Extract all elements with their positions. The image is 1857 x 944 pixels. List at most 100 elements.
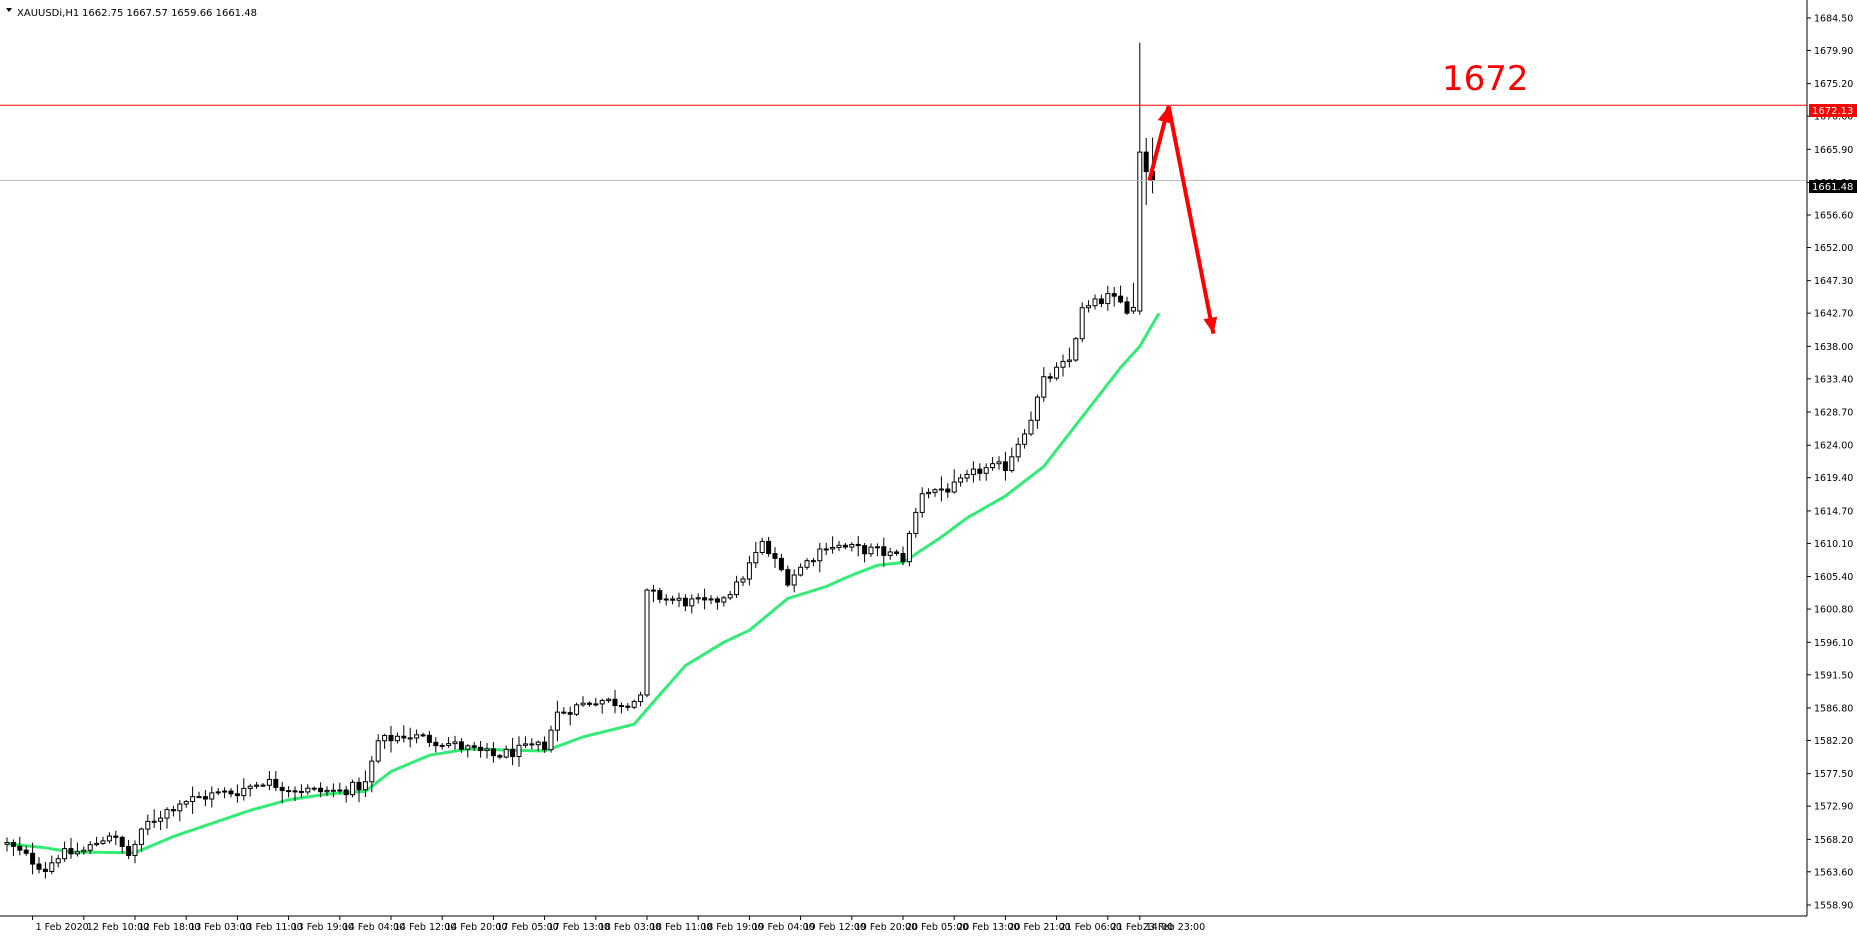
candle-body	[670, 598, 676, 601]
candle	[529, 738, 535, 750]
candle-body	[484, 748, 490, 752]
price-tick-label: 1591.50	[1814, 670, 1853, 681]
price-tick-label: 1586.80	[1814, 703, 1853, 714]
candle-body	[1015, 443, 1021, 458]
candle-body	[4, 842, 10, 845]
candle	[126, 839, 132, 860]
candle-body	[791, 574, 797, 586]
candle-body	[42, 868, 48, 872]
candle-body	[926, 491, 932, 495]
candle-body	[318, 787, 324, 793]
price-tick-label: 1652.00	[1814, 243, 1853, 254]
candle-body	[823, 548, 829, 551]
time-tick-label: 14 Feb 12:00	[394, 922, 456, 933]
candle-body	[913, 511, 919, 535]
candle	[618, 702, 624, 714]
candle	[337, 782, 343, 794]
candle	[1002, 451, 1008, 481]
candle	[170, 805, 176, 817]
candle	[55, 855, 61, 868]
candle	[202, 789, 208, 806]
candle	[868, 543, 874, 557]
candle-body	[682, 597, 688, 607]
candle-body	[977, 468, 983, 474]
chevron-down-icon[interactable]	[6, 8, 12, 12]
candle	[49, 855, 55, 875]
candle-body	[529, 743, 535, 746]
time-tick-label: 17 Feb 13:00	[548, 922, 610, 933]
candle-body	[305, 787, 311, 793]
candle	[644, 588, 650, 698]
candle	[401, 725, 407, 743]
candle	[714, 596, 720, 610]
candle	[1066, 347, 1072, 368]
candle-body	[190, 796, 196, 803]
candle-body	[234, 793, 240, 797]
candle-body	[766, 540, 772, 555]
candle-body	[964, 473, 970, 479]
candle-body	[1066, 359, 1072, 362]
time-tick-label: 21 Feb 06:00	[1060, 922, 1122, 933]
candle	[215, 788, 221, 796]
candle	[606, 697, 612, 703]
candle	[228, 788, 234, 798]
price-tick-label: 1633.40	[1814, 374, 1853, 385]
candle-body	[567, 712, 573, 715]
candle	[970, 461, 976, 483]
candle-body	[580, 702, 586, 706]
candle-body	[260, 784, 266, 787]
candle-body	[625, 705, 631, 708]
candle-body	[990, 463, 996, 469]
candle	[362, 770, 368, 798]
candle-body	[266, 778, 272, 786]
candle-body	[439, 744, 445, 747]
candle	[1015, 437, 1021, 462]
time-tick-label: 12 Feb 18:00	[138, 922, 200, 933]
candle-body	[362, 781, 368, 791]
candle	[145, 814, 151, 836]
candle	[554, 700, 560, 742]
candle	[913, 507, 919, 538]
candle-body	[375, 740, 381, 762]
candle	[567, 706, 573, 726]
candle-body	[586, 702, 592, 705]
candle-body	[631, 701, 637, 708]
candles-layer	[4, 42, 1156, 879]
candle	[1047, 372, 1053, 383]
candle-body	[1002, 461, 1008, 472]
candle-body	[222, 790, 228, 793]
candle-body	[446, 743, 452, 746]
candle-body	[138, 828, 144, 845]
candle-body	[17, 845, 23, 851]
candle	[369, 756, 375, 793]
candle	[785, 565, 791, 588]
candle	[382, 733, 388, 749]
price-tick-label: 1596.10	[1814, 638, 1853, 649]
candle	[817, 542, 823, 573]
candle-body	[241, 787, 247, 797]
candle	[113, 830, 119, 846]
time-tick-label: 17 Feb 05:00	[496, 922, 558, 933]
candle-body	[689, 598, 695, 607]
candle-body	[714, 598, 720, 603]
candle	[465, 744, 471, 758]
annotation-arrow	[1166, 105, 1218, 335]
candle-body	[983, 467, 989, 474]
time-tick-label: 14 Feb 04:00	[343, 922, 405, 933]
candle-body	[350, 781, 356, 796]
candle	[983, 463, 989, 481]
candle	[990, 457, 996, 471]
candle	[791, 569, 797, 593]
candle	[836, 540, 842, 552]
candle-body	[868, 546, 874, 555]
candle	[94, 836, 100, 847]
moving-average-layer	[6, 312, 1161, 855]
time-tick-label: 20 Feb 05:00	[906, 922, 968, 933]
time-tick-label: 1 Feb 2020	[36, 922, 89, 933]
candle	[177, 799, 183, 822]
candle	[1022, 429, 1028, 449]
candle-body	[900, 552, 906, 563]
candle-body	[1028, 419, 1034, 435]
